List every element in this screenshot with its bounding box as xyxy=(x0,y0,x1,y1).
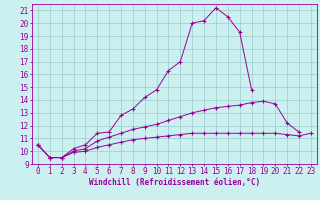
X-axis label: Windchill (Refroidissement éolien,°C): Windchill (Refroidissement éolien,°C) xyxy=(89,178,260,187)
